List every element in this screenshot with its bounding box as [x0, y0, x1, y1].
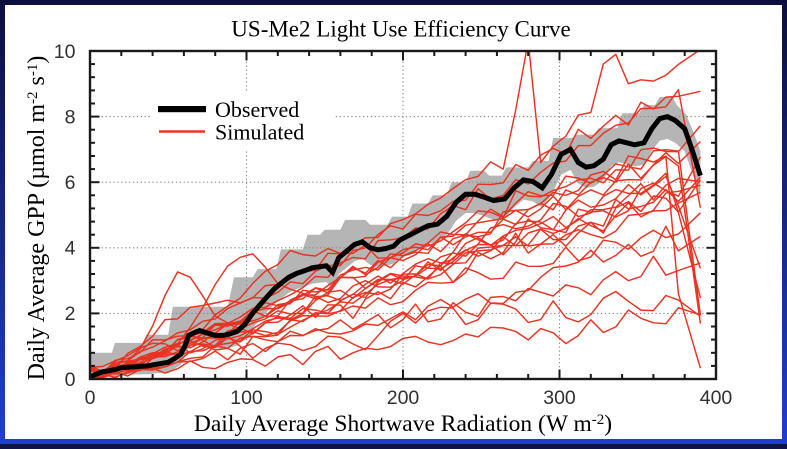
svg-text:Observed: Observed — [215, 97, 299, 122]
svg-text:2: 2 — [65, 303, 76, 325]
svg-text:400: 400 — [700, 387, 733, 409]
svg-text:4: 4 — [65, 238, 76, 260]
svg-text:100: 100 — [230, 387, 263, 409]
svg-text:Simulated: Simulated — [215, 120, 304, 145]
svg-text:10: 10 — [54, 41, 76, 63]
svg-text:US-Me2 Light Use Efficiency Cu: US-Me2 Light Use Efficiency Curve — [231, 17, 570, 42]
svg-text:8: 8 — [65, 106, 76, 128]
svg-text:Daily Average Shortwave Radiat: Daily Average Shortwave Radiation (W m-2… — [194, 411, 612, 437]
svg-text:0: 0 — [85, 387, 96, 409]
svg-text:0: 0 — [65, 369, 76, 391]
svg-text:Daily Average GPP (µmol m-2 s-: Daily Average GPP (µmol m-2 s-1) — [24, 56, 50, 381]
svg-text:6: 6 — [65, 172, 76, 194]
svg-text:300: 300 — [543, 387, 576, 409]
svg-text:200: 200 — [387, 387, 420, 409]
